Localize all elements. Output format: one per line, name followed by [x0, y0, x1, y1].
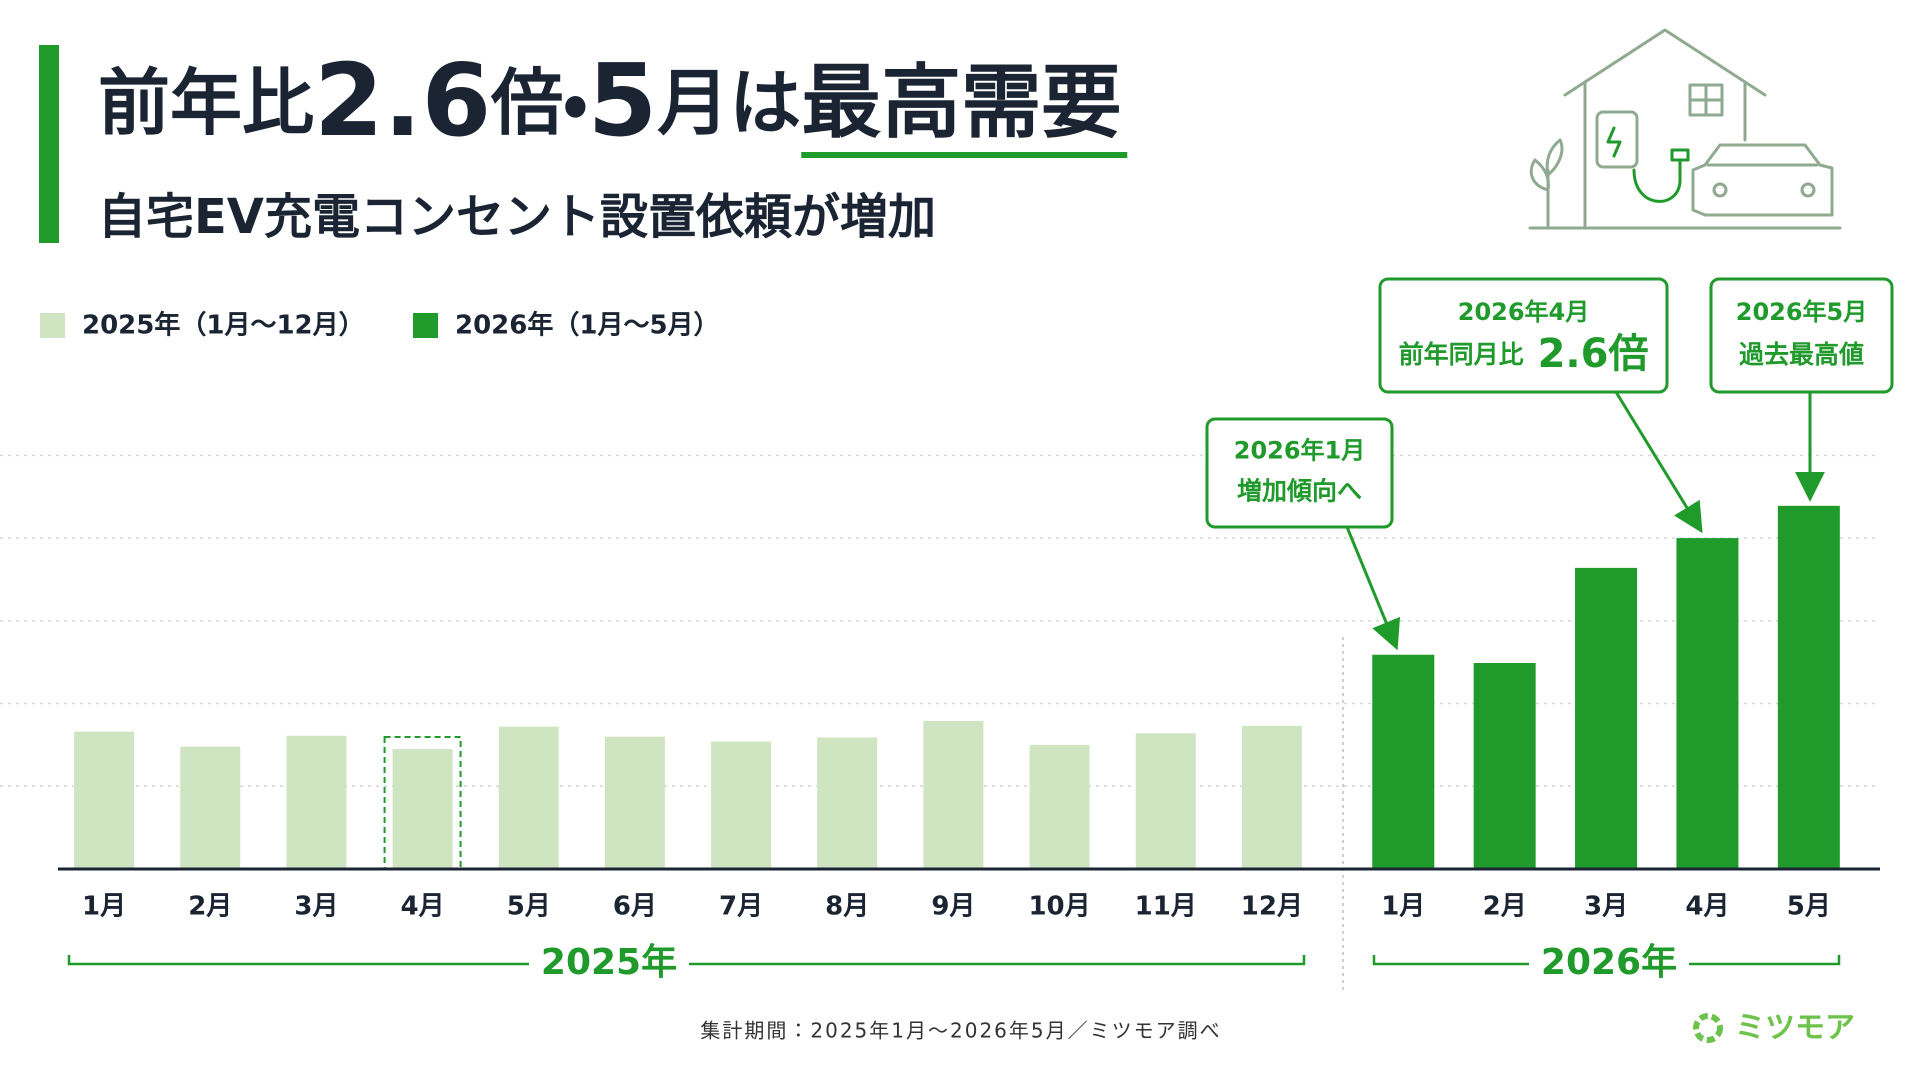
x-tick-label: 6月 [613, 892, 657, 922]
callout-highlight: 2.6倍 [1538, 331, 1649, 377]
x-tick-label: 12月 [1241, 892, 1303, 922]
x-tick-label: 7月 [719, 892, 763, 922]
group-bracket [67, 955, 1306, 966]
bar [1473, 663, 1536, 869]
brand-name: ミツモア [1735, 1011, 1855, 1046]
group-label: 2025年 [541, 942, 677, 983]
title-part: 月は [657, 61, 801, 145]
title-underline [801, 152, 1128, 158]
x-tick-label: 4月 [401, 892, 445, 922]
bar [1575, 567, 1638, 869]
callout-text-main: 過去最高値 [1739, 340, 1864, 369]
callout-box [1205, 417, 1394, 529]
legend-label: 2025年（1月〜12月） [82, 310, 365, 341]
x-tick-label: 2月 [188, 892, 232, 922]
bar [74, 731, 135, 869]
title-part: 最高需要 [801, 56, 1121, 149]
group-label: 2026年 [1541, 942, 1677, 983]
accent-bar [39, 45, 59, 243]
footnote: 集計期間：2025年1月〜2026年5月／ミツモア調べ [700, 1019, 1221, 1043]
x-tick-label: 1月 [1381, 892, 1425, 922]
x-tick-label: 5月 [1787, 892, 1831, 922]
brand-logo: ミツモア [1693, 1011, 1855, 1046]
bar [923, 720, 984, 869]
bar [1135, 733, 1196, 869]
title-part: 5 [588, 42, 658, 159]
x-tick-label: 9月 [931, 892, 975, 922]
callout-text: 増加傾向へ [1237, 476, 1362, 505]
title-part: 2.6 [314, 42, 491, 159]
legend-swatch [40, 313, 65, 338]
x-tick-label: 8月 [825, 892, 869, 922]
callout-text-main: 増加傾向へ [1237, 476, 1362, 505]
callout-title: 2026年1月 [1234, 436, 1366, 464]
x-tick-label: 10月 [1028, 892, 1090, 922]
group-bracket [1372, 955, 1841, 966]
x-tick-label: 3月 [294, 892, 338, 922]
x-tick-label: 1月 [82, 892, 126, 922]
bar [1676, 538, 1739, 869]
legend-swatch [413, 313, 438, 338]
x-tick-label: 5月 [507, 892, 551, 922]
bar [817, 737, 878, 869]
bar [392, 749, 453, 869]
callout-arrow [1345, 526, 1401, 651]
chart-subtitle: 自宅EV充電コンセント設置依頼が増加 [98, 189, 936, 245]
bar [498, 726, 559, 869]
title-part: 倍・ [490, 61, 587, 145]
title-part: 前年比 [98, 61, 314, 145]
callout-text: 前年同月比 2.6倍 [1399, 331, 1649, 377]
house-illustration [1528, 28, 1842, 230]
legend-label: 2026年（1月〜5月） [455, 310, 720, 341]
bar [1241, 725, 1302, 869]
bar [1777, 505, 1840, 869]
x-tick-label: 4月 [1685, 892, 1729, 922]
callout-title: 2026年5月 [1736, 298, 1868, 326]
bar [1372, 654, 1435, 869]
callout-title: 2026年4月 [1458, 298, 1590, 326]
bar [286, 735, 347, 869]
x-tick-label: 3月 [1584, 892, 1628, 922]
callout-box [1378, 277, 1669, 394]
chart-title: 前年比2.6倍・5月は最高需要 [98, 42, 1121, 159]
x-tick-label: 2月 [1483, 892, 1527, 922]
bar [180, 746, 241, 869]
x-tick-label: 11月 [1135, 892, 1197, 922]
callout-arrow [1614, 391, 1703, 534]
bar [1029, 744, 1090, 869]
bar [711, 741, 772, 869]
callout-text-main: 前年同月比 [1399, 340, 1524, 369]
bar [604, 736, 665, 869]
callout-text: 過去最高値 [1739, 340, 1864, 369]
callout-box [1709, 277, 1894, 394]
